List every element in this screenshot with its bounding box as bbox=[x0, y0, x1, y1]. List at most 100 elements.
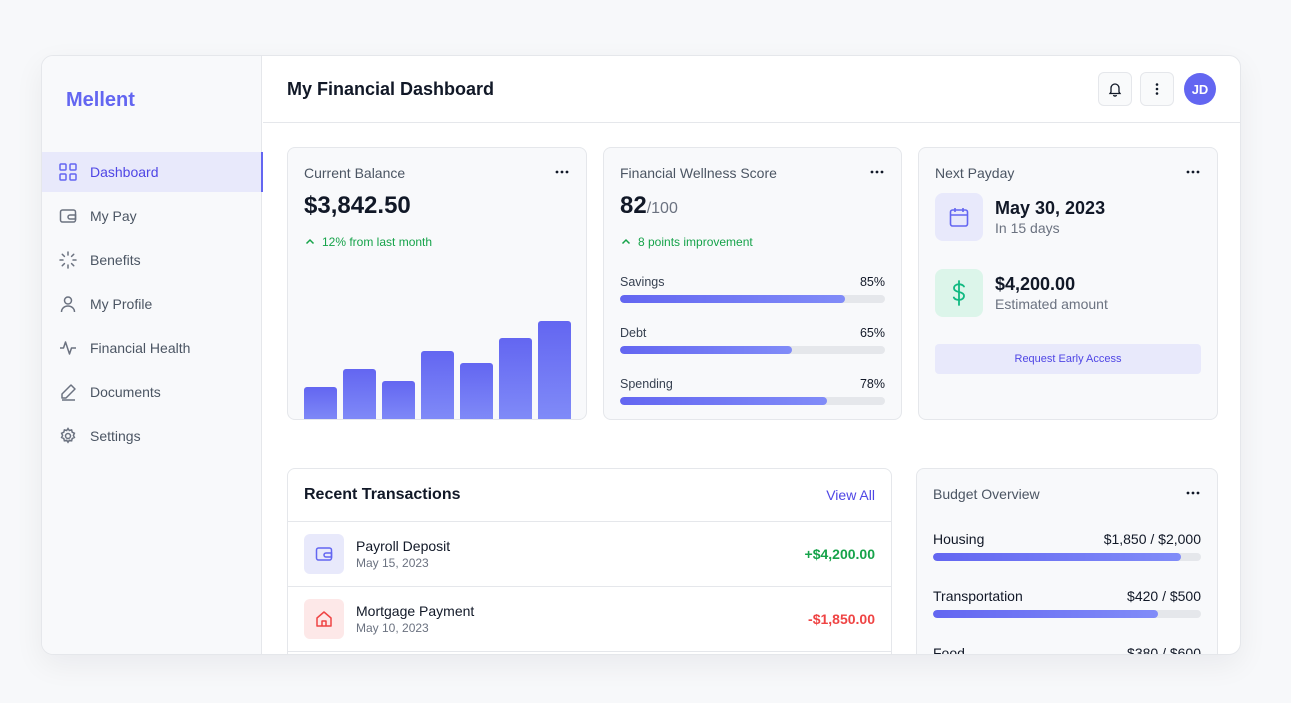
budget-label: Housing bbox=[933, 531, 985, 547]
avatar[interactable]: JD bbox=[1184, 73, 1216, 105]
progress-fill bbox=[620, 346, 793, 354]
budget-overview-card: Budget Overview Housing $1,850 / $2,000 T… bbox=[916, 468, 1218, 655]
more-horizontal-icon[interactable] bbox=[869, 164, 885, 180]
trend-text: 8 points improvement bbox=[638, 235, 753, 249]
sidebar-item-label: Documents bbox=[90, 384, 161, 400]
request-early-access-button[interactable]: Request Early Access bbox=[935, 344, 1201, 374]
balance-trend: 12% from last month bbox=[304, 235, 432, 249]
sidebar-item-financial-health[interactable]: Financial Health bbox=[42, 328, 262, 368]
sidebar-item-dashboard[interactable]: Dashboard bbox=[42, 152, 263, 192]
balance-bar bbox=[538, 321, 571, 419]
sidebar-item-documents[interactable]: Documents bbox=[42, 372, 262, 412]
balance-bar bbox=[343, 369, 376, 419]
metric-savings: Savings 85% bbox=[620, 275, 885, 303]
budget-value: $1,850 / $2,000 bbox=[1103, 531, 1201, 547]
balance-bar bbox=[460, 363, 493, 419]
dollar-icon bbox=[935, 269, 983, 317]
sidebar-item-my-profile[interactable]: My Profile bbox=[42, 284, 262, 324]
more-options-button[interactable] bbox=[1140, 72, 1174, 106]
wellness-score: 82/100 bbox=[620, 192, 678, 220]
transaction-name: Mortgage Payment bbox=[356, 603, 475, 619]
payday-date: May 30, 2023 bbox=[995, 198, 1106, 218]
sidebar-item-benefits[interactable]: Benefits bbox=[42, 240, 262, 280]
progress-track bbox=[620, 397, 885, 405]
payday-amount-label: Estimated amount bbox=[995, 296, 1108, 312]
progress-fill bbox=[933, 610, 1159, 618]
metric-label: Spending bbox=[620, 377, 673, 391]
transaction-amount: +$4,200.00 bbox=[804, 546, 875, 562]
progress-track bbox=[620, 295, 885, 303]
metric-value: 85% bbox=[859, 275, 885, 289]
balance-bar bbox=[421, 351, 454, 419]
trend-text: 12% from last month bbox=[322, 235, 433, 249]
notifications-button[interactable] bbox=[1098, 72, 1132, 106]
sidebar-item-label: Dashboard bbox=[90, 164, 159, 180]
balance-bar-chart bbox=[304, 313, 571, 419]
calendar-icon bbox=[935, 193, 983, 241]
sidebar-nav: Dashboard My Pay Benefits My Profile bbox=[42, 152, 263, 460]
progress-track bbox=[933, 610, 1201, 618]
sidebar: Mellent Dashboard My Pay Benefits bbox=[42, 56, 263, 654]
main-content: My Financial Dashboard JD Current Balanc… bbox=[263, 56, 1240, 654]
transaction-row[interactable]: Mortgage Payment May 10, 2023 -$1,850.00 bbox=[288, 587, 891, 652]
budget-item-housing: Housing $1,850 / $2,000 bbox=[933, 531, 1201, 561]
card-title: Budget Overview bbox=[933, 486, 1040, 502]
wallet-icon bbox=[304, 534, 344, 574]
budget-value: $380 / $600 bbox=[1127, 645, 1201, 655]
more-horizontal-icon[interactable] bbox=[1185, 164, 1201, 180]
view-all-link[interactable]: View All bbox=[826, 487, 875, 503]
budget-item-transportation: Transportation $420 / $500 bbox=[933, 588, 1201, 618]
home-icon bbox=[304, 599, 344, 639]
more-horizontal-icon[interactable] bbox=[554, 164, 570, 180]
sidebar-item-my-pay[interactable]: My Pay bbox=[42, 196, 262, 236]
loader-icon bbox=[58, 250, 78, 270]
progress-fill bbox=[933, 553, 1181, 561]
brand-logo[interactable]: Mellent bbox=[66, 89, 135, 111]
more-vertical-icon bbox=[1155, 83, 1159, 95]
gear-icon bbox=[58, 426, 78, 446]
score-max: /100 bbox=[646, 200, 678, 217]
sidebar-item-label: Benefits bbox=[90, 252, 141, 268]
metric-debt: Debt 65% bbox=[620, 326, 885, 354]
more-horizontal-icon[interactable] bbox=[1185, 485, 1201, 501]
transaction-row[interactable]: Payroll Deposit May 15, 2023 +$4,200.00 bbox=[288, 522, 891, 587]
card-title: Financial Wellness Score bbox=[620, 165, 777, 181]
progress-fill bbox=[620, 397, 827, 405]
payday-amount: $4,200.00 bbox=[995, 274, 1076, 294]
progress-track bbox=[933, 553, 1201, 561]
score-value: 82 bbox=[620, 192, 647, 219]
card-title: Next Payday bbox=[935, 165, 1015, 181]
transaction-name: Payroll Deposit bbox=[356, 538, 451, 554]
bell-icon bbox=[1108, 83, 1122, 97]
current-balance-card: Current Balance $3,842.50 12% from last … bbox=[287, 147, 587, 420]
user-icon bbox=[58, 294, 78, 314]
sidebar-item-settings[interactable]: Settings bbox=[42, 416, 262, 456]
wellness-trend: 8 points improvement bbox=[620, 235, 753, 249]
metric-value: 78% bbox=[859, 377, 885, 391]
payday-countdown: In 15 days bbox=[995, 220, 1060, 236]
chevron-up-icon bbox=[305, 238, 315, 245]
metric-spending: Spending 78% bbox=[620, 377, 885, 405]
sidebar-item-label: My Pay bbox=[90, 208, 137, 224]
pen-icon bbox=[58, 382, 78, 402]
balance-bar bbox=[382, 381, 415, 419]
sidebar-item-label: Financial Health bbox=[90, 340, 191, 356]
card-title: Recent Transactions bbox=[304, 486, 461, 503]
wellness-score-card: Financial Wellness Score 82/100 8 points… bbox=[603, 147, 902, 420]
transactions-header: Recent Transactions View All bbox=[288, 469, 891, 522]
page-title: My Financial Dashboard bbox=[287, 78, 495, 99]
balance-bar bbox=[304, 387, 337, 419]
budget-label: Food bbox=[933, 645, 965, 655]
app-window: Mellent Dashboard My Pay Benefits bbox=[41, 55, 1241, 655]
next-payday-card: Next Payday May 30, 2023 In 15 days $4,2… bbox=[918, 147, 1218, 420]
sidebar-item-label: Settings bbox=[90, 428, 141, 444]
budget-item-food: Food $380 / $600 bbox=[933, 645, 1201, 655]
budget-value: $420 / $500 bbox=[1127, 588, 1201, 604]
transaction-date: May 15, 2023 bbox=[356, 556, 429, 570]
progress-track bbox=[620, 346, 885, 354]
chevron-up-icon bbox=[621, 238, 631, 245]
top-bar: My Financial Dashboard JD bbox=[263, 56, 1240, 123]
grid-icon bbox=[58, 162, 78, 182]
activity-icon bbox=[58, 338, 78, 358]
recent-transactions-card: Recent Transactions View All Payroll Dep… bbox=[287, 468, 892, 654]
